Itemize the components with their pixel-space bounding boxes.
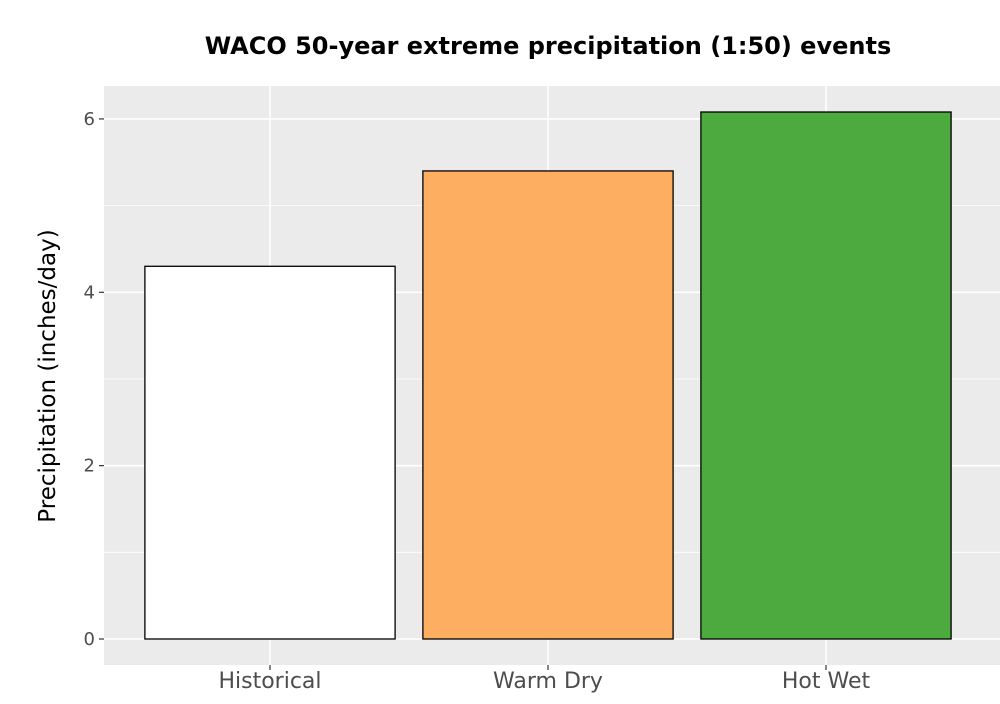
y-tick-label: 4: [84, 282, 95, 303]
chart-title: WACO 50-year extreme precipitation (1:50…: [205, 32, 891, 60]
y-tick-label: 2: [84, 456, 95, 477]
x-tick-label: Hot Wet: [782, 669, 871, 694]
y-axis-label: Precipitation (inches/day): [35, 229, 61, 522]
bar-historical: [144, 265, 396, 640]
plot-area: 0 2 4 6 Historical Warm Dry Hot Wet: [84, 86, 1000, 694]
x-tick-label: Warm Dry: [493, 669, 603, 694]
x-tick-label: Historical: [218, 669, 321, 694]
bar-warm-dry: [422, 170, 674, 640]
y-tick-label: 6: [84, 109, 95, 130]
bar-hot-wet: [700, 111, 952, 640]
y-tick-label: 0: [84, 629, 95, 650]
